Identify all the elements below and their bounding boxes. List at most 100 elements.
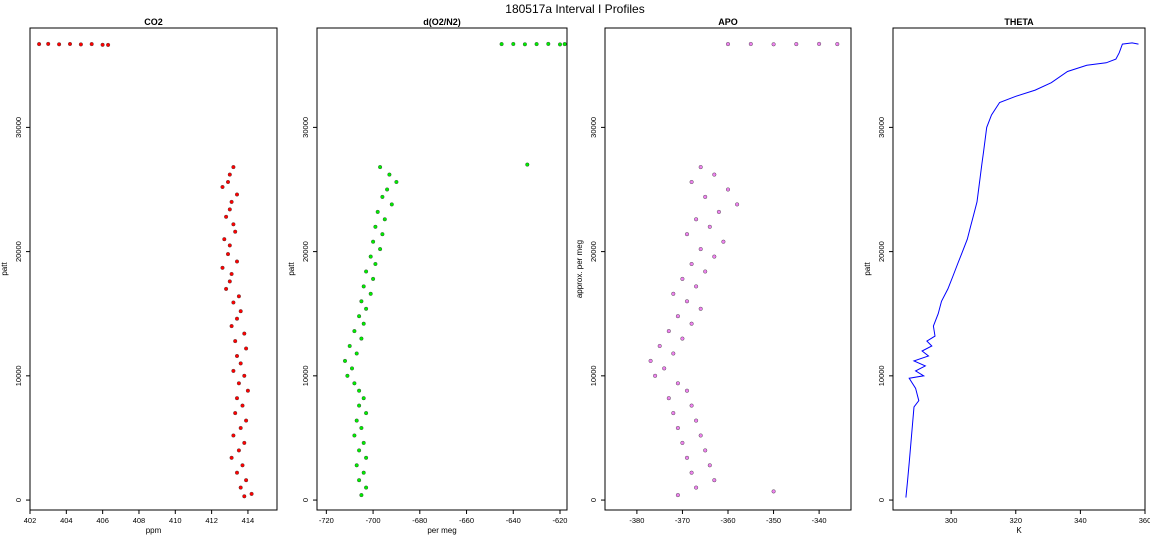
data-point (703, 269, 708, 274)
data-point (364, 411, 369, 416)
panel-title: CO2 (144, 17, 163, 27)
data-point (657, 344, 662, 349)
data-point (354, 418, 359, 423)
x-tick-label: -350 (766, 516, 781, 525)
data-point (689, 321, 694, 326)
data-point (242, 440, 247, 445)
data-point (357, 388, 362, 393)
y-tick-label: 0 (589, 498, 598, 502)
y-axis-label: patt (287, 262, 296, 276)
data-point (244, 346, 249, 351)
data-point (703, 194, 708, 199)
data-point (373, 224, 378, 229)
data-point (233, 229, 238, 234)
x-tick-label: 406 (96, 516, 109, 525)
data-point (562, 42, 567, 47)
data-point (354, 351, 359, 356)
data-point (244, 478, 249, 483)
data-point (238, 361, 243, 366)
data-point (698, 433, 703, 438)
data-point (371, 239, 376, 244)
data-point (712, 172, 717, 177)
data-point (229, 199, 234, 204)
x-tick-label: 360 (1139, 516, 1150, 525)
data-point (689, 179, 694, 184)
data-point (534, 42, 539, 47)
data-point (229, 272, 234, 277)
x-tick-label: -380 (629, 516, 644, 525)
data-point (371, 276, 376, 281)
data-point (233, 339, 238, 344)
plot-frame (892, 27, 1146, 511)
data-point (361, 284, 366, 289)
data-point (224, 286, 229, 291)
y-tick-label: 0 (877, 498, 886, 502)
data-point (653, 373, 658, 378)
y-tick-label: 30000 (877, 117, 886, 138)
data-point (236, 294, 241, 299)
data-point (735, 202, 740, 207)
data-point (648, 358, 653, 363)
data-point (222, 237, 227, 242)
panel-1: CO2 402 404 406 408 410 412 414 0 10000 20000 30000… (0, 17, 278, 535)
data-point (227, 207, 232, 212)
data-point (680, 336, 685, 341)
data-point (389, 202, 394, 207)
x-tick-label: -700 (366, 516, 381, 525)
data-point (716, 209, 721, 214)
x-tick-label: 404 (60, 516, 73, 525)
y-axis-label: patt (863, 262, 872, 276)
data-point (511, 42, 516, 47)
panel-3: APO -380 -370 -360 -350 -340 0 10000 20000 30000 a… (575, 17, 852, 525)
data-point (387, 172, 392, 177)
x-tick-label: 408 (133, 516, 146, 525)
y-tick-label: 10000 (877, 365, 886, 386)
data-point (375, 209, 380, 214)
y-tick-label: 30000 (301, 117, 310, 138)
data-point (689, 403, 694, 408)
data-point (240, 403, 245, 408)
x-axis-label: ppm (146, 526, 162, 535)
y-tick-label: 20000 (14, 241, 23, 262)
data-point (364, 269, 369, 274)
plot-frame (604, 27, 852, 511)
x-tick-label: -340 (812, 516, 827, 525)
data-point (357, 478, 362, 483)
data-point (225, 252, 230, 257)
data-point (224, 214, 229, 219)
data-point (231, 368, 236, 373)
data-point (675, 314, 680, 319)
data-point (354, 463, 359, 468)
y-tick-label: 30000 (589, 117, 598, 138)
x-tick-label: -370 (675, 516, 690, 525)
data-point (359, 426, 364, 431)
data-point (685, 232, 690, 237)
data-point (703, 448, 708, 453)
data-point (345, 373, 350, 378)
y-tick-label: 20000 (301, 241, 310, 262)
data-point (817, 41, 822, 46)
data-point (46, 41, 51, 46)
data-point (671, 351, 676, 356)
data-point (726, 42, 731, 47)
data-point (382, 217, 387, 222)
data-point (234, 470, 239, 475)
data-point (234, 192, 239, 197)
data-point (238, 485, 243, 490)
data-point (343, 358, 348, 363)
y-tick-label: 30000 (14, 117, 23, 138)
data-point (385, 187, 390, 192)
data-point (359, 493, 364, 498)
data-point (233, 411, 238, 416)
x-tick-label: 414 (242, 516, 255, 525)
data-point (220, 184, 225, 189)
x-tick-label: -640 (506, 516, 521, 525)
data-point (238, 426, 243, 431)
x-tick-label: -680 (412, 516, 427, 525)
data-point (245, 388, 250, 393)
data-point (352, 433, 357, 438)
data-point (378, 247, 383, 252)
data-point (771, 489, 776, 494)
x-axis-label: K (1016, 526, 1022, 535)
